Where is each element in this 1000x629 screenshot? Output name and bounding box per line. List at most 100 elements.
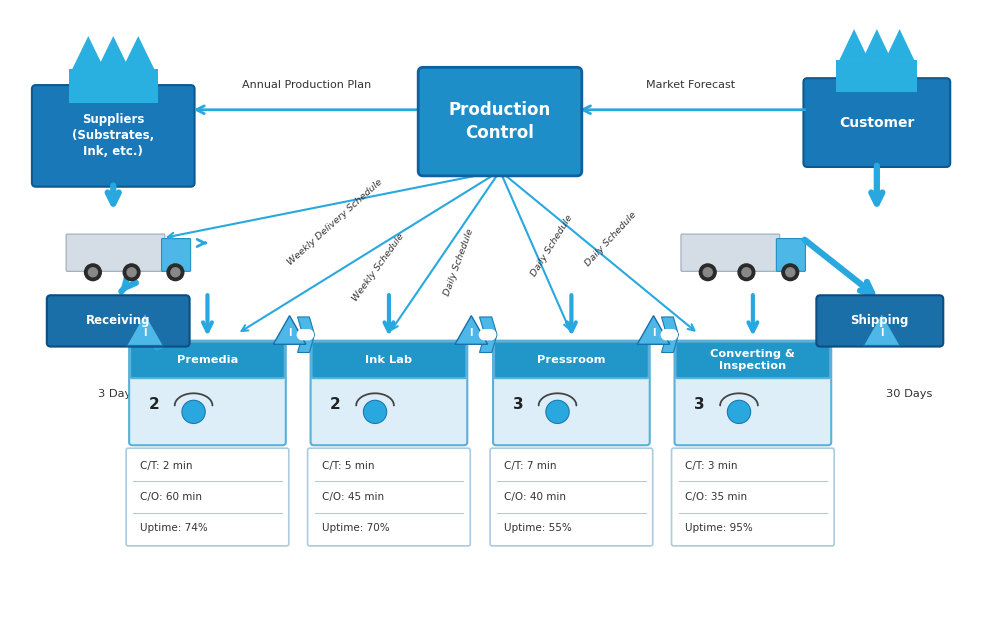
FancyBboxPatch shape [816,295,943,347]
Polygon shape [298,317,314,352]
Text: Weekly Schedule: Weekly Schedule [350,232,406,303]
Polygon shape [885,29,914,60]
FancyBboxPatch shape [494,342,649,378]
FancyBboxPatch shape [676,342,830,378]
Polygon shape [662,317,678,352]
Text: Pressroom: Pressroom [537,355,606,365]
FancyBboxPatch shape [776,238,805,271]
FancyBboxPatch shape [311,341,467,445]
Circle shape [127,268,136,277]
Polygon shape [839,29,869,60]
Circle shape [303,330,313,340]
Circle shape [479,330,489,340]
FancyBboxPatch shape [126,448,289,546]
Circle shape [363,400,387,423]
Circle shape [664,330,674,340]
Text: 2: 2 [330,398,341,412]
Circle shape [667,330,677,340]
Text: Suppliers
(Substrates,
Ink, etc.): Suppliers (Substrates, Ink, etc.) [72,113,154,158]
Text: 2: 2 [149,398,159,412]
Text: I: I [880,328,884,338]
Polygon shape [862,29,891,60]
Text: I: I [652,328,655,338]
Text: Annual Production Plan: Annual Production Plan [242,80,371,90]
Polygon shape [836,60,917,92]
Text: Daily Schedule: Daily Schedule [529,213,575,277]
Circle shape [782,264,799,281]
Circle shape [85,264,101,281]
Text: 3: 3 [513,398,523,412]
Polygon shape [126,313,164,345]
Polygon shape [72,36,104,69]
Text: 3: 3 [694,398,705,412]
Circle shape [297,330,307,340]
Circle shape [786,268,795,277]
FancyBboxPatch shape [130,342,285,378]
FancyBboxPatch shape [66,234,165,271]
FancyBboxPatch shape [681,234,780,271]
Circle shape [546,400,569,423]
Text: C/O: 40 min: C/O: 40 min [504,492,566,502]
Polygon shape [69,69,158,103]
Text: Weekly Delivery Schedule: Weekly Delivery Schedule [286,177,384,267]
Text: Uptime: 55%: Uptime: 55% [504,523,572,533]
Text: Uptime: 74%: Uptime: 74% [140,523,208,533]
Text: Converting &
Inspection: Converting & Inspection [710,349,795,370]
FancyBboxPatch shape [47,295,190,347]
FancyBboxPatch shape [418,67,582,176]
Polygon shape [455,316,488,344]
Polygon shape [273,316,306,344]
Circle shape [742,268,751,277]
Circle shape [738,264,755,281]
Circle shape [703,268,712,277]
Circle shape [171,268,180,277]
Circle shape [88,268,97,277]
Text: C/O: 60 min: C/O: 60 min [140,492,202,502]
FancyBboxPatch shape [672,448,834,546]
Text: C/T: 5 min: C/T: 5 min [322,461,374,470]
Text: C/T: 7 min: C/T: 7 min [504,461,556,470]
FancyBboxPatch shape [675,341,831,445]
FancyBboxPatch shape [32,85,195,187]
FancyBboxPatch shape [129,341,286,445]
Text: 3 Days: 3 Days [98,389,137,399]
Circle shape [661,330,671,340]
FancyBboxPatch shape [803,78,950,167]
Text: Daily Schedule: Daily Schedule [583,209,638,267]
Text: Market Forecast: Market Forecast [646,80,735,90]
Text: C/O: 45 min: C/O: 45 min [322,492,384,502]
Text: Premedia: Premedia [177,355,238,365]
Text: I: I [470,328,473,338]
Text: C/T: 2 min: C/T: 2 min [140,461,193,470]
Text: Uptime: 95%: Uptime: 95% [685,523,753,533]
Circle shape [727,400,751,423]
Polygon shape [863,313,900,345]
Text: Daily Schedule: Daily Schedule [443,228,476,297]
FancyBboxPatch shape [162,238,191,271]
Text: Uptime: 70%: Uptime: 70% [322,523,389,533]
Circle shape [486,330,496,340]
Text: Shipping: Shipping [851,314,909,328]
FancyBboxPatch shape [493,341,650,445]
Text: C/O: 35 min: C/O: 35 min [685,492,748,502]
Polygon shape [637,316,670,344]
Text: I: I [288,328,291,338]
Text: Receiving: Receiving [86,314,150,328]
Text: C/T: 3 min: C/T: 3 min [685,461,738,470]
FancyBboxPatch shape [308,448,470,546]
Text: I: I [143,328,147,338]
FancyBboxPatch shape [490,448,653,546]
Polygon shape [122,36,154,69]
Circle shape [699,264,716,281]
Polygon shape [480,317,497,352]
Circle shape [483,330,493,340]
Circle shape [123,264,140,281]
Circle shape [300,330,310,340]
Circle shape [167,264,184,281]
Text: Customer: Customer [839,116,915,130]
Text: Ink Lab: Ink Lab [365,355,412,365]
Text: 30 Days: 30 Days [886,389,933,399]
Text: Production
Control: Production Control [449,101,551,142]
FancyBboxPatch shape [312,342,466,378]
Circle shape [182,400,205,423]
